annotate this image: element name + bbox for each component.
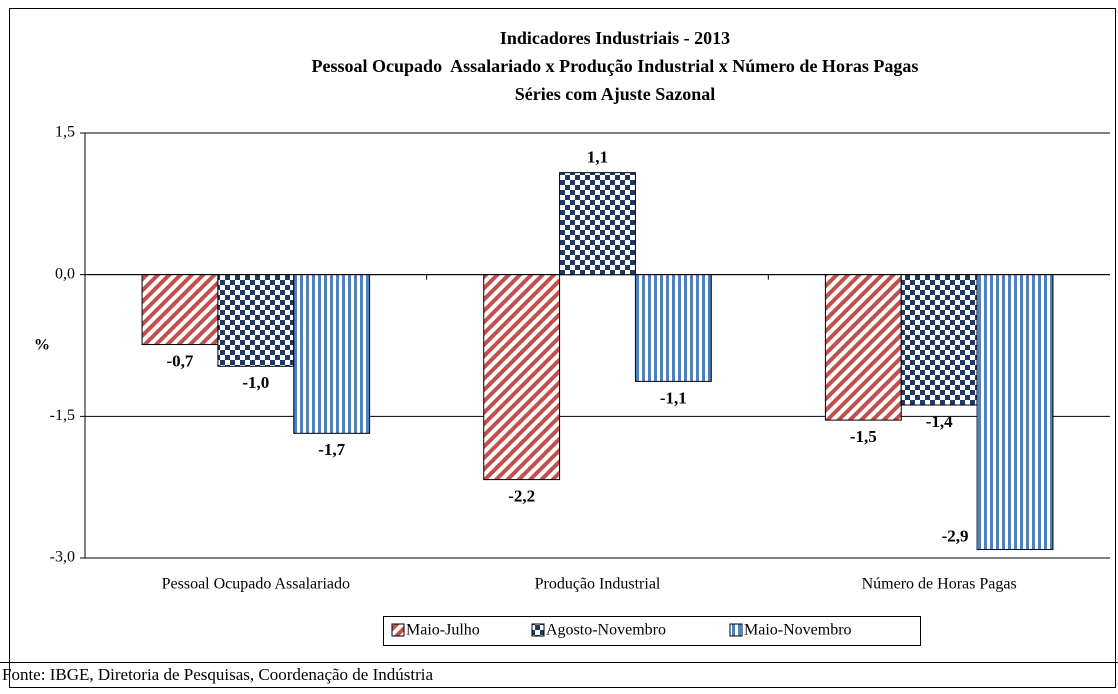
legend-label: Maio-Novembro [744,622,852,639]
y-axis-label: % [34,337,50,354]
data-label: -1,4 [926,412,953,431]
bar [824,274,902,421]
source-note: Fonte: IBGE, Diretoria de Pesquisas, Coo… [2,665,433,684]
bar [141,274,219,346]
data-label: -2,9 [942,526,969,545]
bar [634,274,712,382]
legend-label: Maio-Julho [406,622,480,639]
data-label: 1,1 [587,148,608,167]
chart-subtitle: Pessoal Ocupado Assalariado x Produção I… [312,56,919,76]
x-tick-label: Número de Horas Pagas [862,576,1017,593]
x-tick-label: Produção Industrial [535,576,661,593]
legend-label: Agosto-Novembro [546,622,666,639]
x-tick-label: Pessoal Ocupado Assalariado [162,576,350,593]
chart-frame [9,8,1116,688]
legend-swatch [391,623,405,637]
bar [217,274,295,367]
data-label: -0,7 [167,351,194,370]
y-tick-label: -1,5 [50,407,75,424]
chart-title: Indicadores Industriais - 2013 [500,28,730,48]
legend-swatch [729,623,743,637]
chart-subtitle: Séries com Ajuste Sazonal [515,84,715,104]
y-tick-label: -3,0 [50,549,75,566]
data-label: -1,5 [850,427,877,446]
data-label: -1,7 [318,440,345,459]
y-tick-label: 0,0 [55,265,75,282]
data-label: -1,1 [660,388,687,407]
data-label: -2,2 [508,487,535,506]
legend-swatch [531,623,545,637]
legend-box [383,616,921,646]
bar [559,172,636,276]
bar [976,274,1054,550]
data-label: -1,0 [242,373,269,392]
bar [900,274,978,406]
bar [293,274,371,434]
y-tick-label: 1,5 [55,124,75,141]
bar [483,274,561,481]
